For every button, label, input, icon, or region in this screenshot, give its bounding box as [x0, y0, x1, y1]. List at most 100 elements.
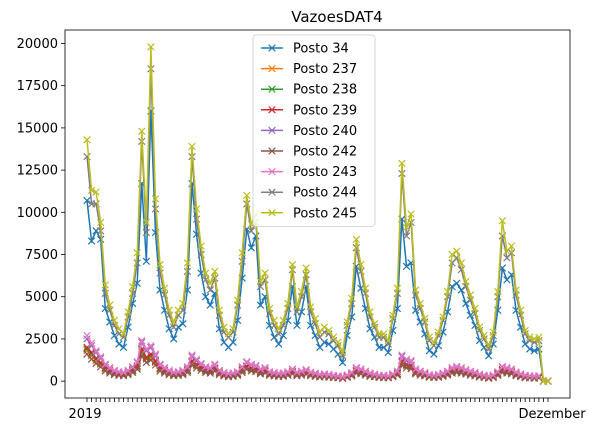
- data-point: [357, 365, 365, 373]
- data-point: [512, 286, 520, 294]
- data-point: [484, 352, 493, 360]
- data-point: [402, 232, 411, 240]
- data-point: [83, 331, 91, 340]
- data-point: [384, 340, 392, 348]
- data-point: [507, 242, 516, 250]
- data-point: [279, 331, 287, 340]
- data-point: [334, 338, 342, 347]
- data-point: [238, 249, 246, 257]
- data-point: [133, 249, 141, 257]
- data-point: [530, 347, 539, 355]
- data-point: [215, 366, 224, 375]
- data-point: [243, 357, 251, 366]
- data-point: [142, 345, 151, 353]
- data-point: [197, 242, 205, 250]
- data-point: [128, 282, 137, 291]
- data-point: [457, 259, 466, 267]
- data-point: [206, 369, 214, 377]
- data-point: [142, 218, 151, 227]
- axes-frame: [64, 29, 571, 399]
- legend-marker: [268, 188, 276, 196]
- data-point: [443, 367, 452, 375]
- data-point: [151, 350, 160, 358]
- data-point: [179, 366, 187, 375]
- data-point: [434, 370, 443, 379]
- data-point: [466, 291, 475, 299]
- data-point: [430, 350, 438, 358]
- data-point: [252, 367, 260, 376]
- data-point: [366, 369, 374, 377]
- x-tick-label: 2019: [68, 407, 101, 422]
- data-point: [366, 308, 374, 316]
- legend-entry: Posto 34: [261, 42, 349, 57]
- legend-entry: Posto 245: [261, 206, 357, 221]
- data-point: [274, 325, 283, 333]
- data-point: [411, 306, 420, 314]
- data-point: [306, 303, 315, 311]
- data-point: [238, 257, 246, 265]
- data-point: [430, 338, 438, 347]
- data-point: [110, 366, 119, 375]
- data-point: [270, 333, 278, 341]
- data-point: [343, 318, 351, 326]
- data-point: [357, 260, 365, 269]
- data-point: [421, 368, 429, 377]
- data-point: [87, 237, 96, 245]
- data-point: [247, 360, 256, 368]
- legend-label: Posto 244: [293, 186, 357, 201]
- data-point: [389, 311, 397, 320]
- data-point: [243, 191, 251, 200]
- legend-marker: [268, 44, 276, 52]
- data-point: [439, 313, 447, 321]
- data-point: [215, 306, 224, 314]
- data-point: [297, 287, 306, 296]
- data-point: [183, 363, 192, 371]
- data-point: [119, 330, 128, 338]
- data-point: [526, 345, 534, 353]
- data-point: [338, 352, 347, 360]
- legend-entry: Posto 240: [261, 124, 357, 139]
- data-point: [293, 321, 301, 330]
- data-point: [197, 359, 205, 368]
- data-point: [165, 366, 173, 375]
- data-point: [188, 142, 196, 151]
- data-point: [156, 260, 164, 269]
- data-point: [516, 306, 525, 314]
- data-point: [92, 188, 100, 196]
- data-point: [421, 318, 429, 326]
- data-point: [92, 359, 100, 368]
- data-point: [457, 363, 466, 372]
- data-point: [169, 318, 178, 326]
- legend-label: Posto 245: [293, 206, 357, 221]
- data-point: [110, 331, 119, 340]
- data-point: [462, 365, 470, 374]
- data-point: [142, 358, 151, 367]
- data-point: [138, 127, 146, 136]
- data-point: [443, 287, 452, 296]
- y-tick-label: 0: [50, 375, 58, 390]
- data-point: [311, 369, 319, 377]
- data-point: [507, 365, 516, 373]
- data-point: [402, 223, 411, 232]
- legend-label: Posto 34: [293, 42, 349, 57]
- data-point: [384, 348, 392, 357]
- y-tick-label: 10000: [17, 206, 58, 221]
- data-point: [256, 301, 265, 309]
- data-point: [206, 363, 214, 372]
- data-point: [83, 136, 91, 144]
- data-point: [138, 336, 146, 345]
- data-point: [142, 228, 151, 237]
- data-point: [448, 250, 456, 259]
- data-point: [215, 325, 224, 333]
- data-point: [338, 372, 347, 381]
- plot-area: [83, 43, 552, 385]
- data-point: [439, 369, 447, 377]
- legend-marker: [268, 85, 276, 93]
- data-point: [494, 287, 502, 296]
- x-tick-label: Dezember: [518, 407, 586, 422]
- data-point: [151, 195, 160, 203]
- data-point: [279, 369, 287, 377]
- data-point: [352, 235, 361, 244]
- data-point: [466, 311, 475, 320]
